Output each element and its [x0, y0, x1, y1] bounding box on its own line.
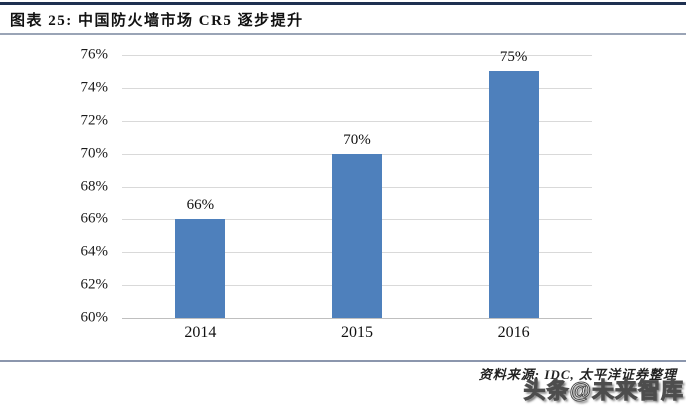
x-tick-label: 2015: [341, 324, 373, 341]
y-tick-label: 64%: [80, 243, 109, 260]
y-tick-label: 68%: [80, 178, 109, 194]
bar: 70%: [332, 132, 382, 318]
bar-value-label: 75%: [499, 49, 528, 66]
y-axis-labels: 60% 62% 64% 66% 68% 70% 72% 74% 76%: [0, 47, 109, 326]
plot-area: 66% 70% 75%: [122, 49, 592, 319]
y-tick-label: 66%: [80, 210, 109, 227]
x-axis-labels: 2014 2015 2016: [122, 324, 592, 342]
gridline: [122, 55, 592, 56]
bar-value-label: 70%: [343, 131, 371, 148]
watermark: 头条@未来智库: [523, 378, 684, 404]
bar-slot: 66%: [122, 55, 279, 318]
chart-title: 图表 25: 中国防火墙市场 CR5 逐步提升: [10, 13, 304, 29]
y-tick-label: 62%: [80, 276, 109, 293]
y-tick-label: 70%: [80, 145, 109, 162]
gridline: [122, 120, 592, 122]
bar-slot: 75%: [435, 49, 592, 318]
bar-chart: 60% 62% 64% 66% 68% 70% 72% 74% 76% 66% 70% 75% 20…: [0, 40, 686, 358]
top-divider: [0, 2, 686, 5]
x-tick-label: 2016: [497, 324, 530, 341]
bar: 75%: [488, 49, 539, 318]
bar-value-label: 66%: [186, 197, 215, 214]
y-tick-label: 76%: [80, 46, 109, 63]
x-tick-label: 2014: [184, 324, 217, 341]
footer-divider: [0, 360, 686, 362]
gridline: [122, 87, 592, 89]
title-divider: [0, 33, 686, 35]
y-tick-label: 60%: [80, 309, 109, 326]
bars-row: 66% 70% 75%: [122, 49, 592, 318]
y-tick-label: 72%: [80, 112, 109, 129]
y-tick-label: 74%: [80, 79, 109, 96]
source-note: 资料来源: IDC, 太平洋证券整理: [478, 367, 677, 382]
bar: 66%: [175, 197, 226, 318]
bar-slot: 70%: [279, 55, 436, 318]
